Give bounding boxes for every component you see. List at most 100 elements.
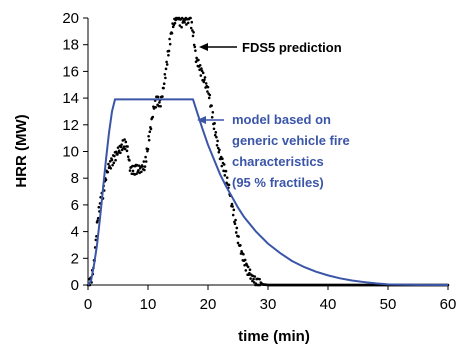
fds5-point [108, 160, 112, 163]
fds5-point [239, 243, 242, 247]
fds5-point [199, 74, 203, 77]
fds5-point [167, 53, 170, 57]
fds5-point [206, 85, 210, 89]
fds5-point [114, 150, 118, 154]
fds5-point [198, 63, 202, 67]
fds5-point [142, 160, 146, 163]
fds5-point [251, 279, 254, 283]
fds5-point [180, 25, 183, 29]
fds5-point [110, 158, 114, 162]
fds5-point [116, 146, 120, 149]
fds5-point [214, 131, 218, 134]
fds5-point [165, 63, 169, 66]
fds5-point [221, 157, 224, 160]
fds5-point [217, 150, 221, 154]
fds5-point [104, 178, 108, 182]
fds5-point [218, 148, 221, 152]
fds5-point [123, 147, 127, 151]
fds5-point [230, 202, 234, 206]
annotation-layer: FDS5 prediction model based on generic veh… [197, 40, 350, 190]
fds5-point [164, 76, 167, 80]
fds5-point [215, 144, 219, 147]
fds5-point [234, 231, 238, 234]
fds5-point [193, 45, 197, 49]
fds5-point [106, 170, 110, 174]
y-tick-label: 10 [62, 144, 79, 161]
fds5-point [222, 163, 226, 166]
fds5-point [128, 159, 131, 162]
axes: 0 2 4 6 8 10 12 14 16 18 20 0 10 20 30 40 50 60 [62, 10, 456, 313]
fds5-point [203, 78, 206, 82]
fds5-point [113, 154, 116, 158]
y-axis-title: HRR (MW) [13, 114, 30, 187]
fds5-point [162, 82, 166, 86]
fds5-point [147, 134, 150, 138]
fds5-point [223, 174, 227, 177]
fds5-point [191, 34, 195, 38]
fds5-point [244, 269, 248, 272]
fds5-point [162, 86, 165, 90]
fds5-point [233, 222, 237, 226]
fds5-point [225, 176, 229, 179]
x-tick-label: 20 [200, 296, 217, 313]
y-tick-label: 4 [71, 224, 79, 241]
fds5-point [234, 218, 237, 222]
fds5-point [213, 133, 217, 137]
fds5-point [192, 31, 195, 34]
model-annotation-line: characteristics [232, 154, 324, 169]
fds5-point [120, 143, 123, 146]
x-tick-label: 30 [260, 296, 277, 313]
fds5-point [119, 151, 122, 155]
fds5-point [231, 213, 235, 217]
model-annotation-line: model based on [232, 112, 331, 127]
fds5-point [252, 281, 256, 284]
y-tick-label: 20 [62, 10, 79, 27]
fds5-point [227, 183, 231, 187]
fds5-point [215, 135, 218, 139]
fds5-point [210, 115, 214, 119]
fds5-point [192, 43, 196, 47]
fds5-point [114, 158, 117, 162]
fds5-point [243, 263, 246, 267]
fds5-point [128, 169, 132, 172]
fds5-point [151, 115, 155, 119]
fds5-point [231, 205, 234, 208]
fds5-point [125, 149, 129, 153]
fds5-point [163, 72, 167, 76]
fds5-point [252, 277, 255, 281]
x-tick-label: 10 [140, 296, 157, 313]
fds5-point [141, 165, 144, 168]
fds5-point [207, 96, 211, 100]
fds5-point [170, 32, 174, 35]
fds5-point [126, 145, 129, 148]
fds5-point [131, 164, 134, 168]
fds5-point [137, 164, 141, 167]
fds5-point [161, 95, 164, 98]
fds5-point [112, 161, 116, 165]
fds5-point [235, 226, 239, 230]
fds5-point [185, 23, 188, 26]
fds5-point [126, 155, 130, 158]
series-layer [86, 16, 450, 287]
fds5-point [200, 67, 203, 70]
fds5-point [144, 155, 147, 159]
fds5-point [178, 24, 182, 27]
x-tick-label: 40 [320, 296, 337, 313]
fds5-point [236, 241, 240, 245]
fds5-point [190, 20, 194, 24]
fds5-point [173, 21, 177, 25]
fds5-point [168, 37, 171, 41]
fds5-point [123, 138, 126, 141]
fds5-point [140, 170, 143, 174]
fds5-point [147, 138, 151, 142]
fds5-point [124, 140, 128, 144]
fds5-point [180, 16, 184, 20]
fds5-point [200, 69, 204, 73]
model-annotation-line: (95 % fractiles) [232, 175, 324, 190]
fds5-point [203, 76, 207, 79]
y-tick-label: 2 [71, 250, 79, 267]
fds5-point [186, 21, 190, 25]
y-tick-label: 12 [62, 117, 79, 134]
fds5-point [149, 127, 153, 131]
fds5-point [144, 160, 148, 163]
